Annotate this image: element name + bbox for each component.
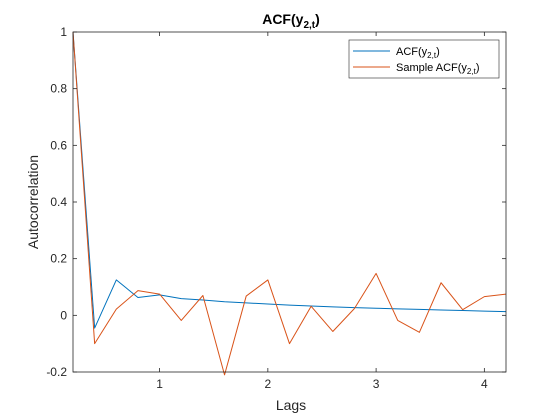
y-axis-label: Autocorrelation	[25, 155, 41, 249]
x-tick-label: 1	[156, 377, 163, 391]
x-axis-label: Lags	[276, 397, 306, 413]
y-tick-label: 0.6	[50, 138, 67, 152]
legend-entry-acf-end: )	[436, 46, 440, 58]
plot-area	[73, 32, 506, 372]
x-tick-label: 2	[265, 377, 272, 391]
x-tick-label: 4	[481, 377, 488, 391]
legend-entry-sample-acf-main: Sample ACF(y	[396, 62, 467, 74]
y-tick-label: -0.2	[46, 365, 67, 379]
y-tick-label: 0	[60, 308, 67, 322]
legend-entry-acf-subscript: 2,t	[427, 51, 437, 60]
chart-title-subscript: 2,t	[303, 20, 315, 31]
legend-entry-sample-acf-end: )	[476, 62, 480, 74]
y-tick-label: 0.4	[50, 195, 67, 209]
labels: ACF(y2,t) Lags Autocorrelation	[25, 11, 320, 413]
series-line-1	[72, 31, 507, 376]
legend-entry-acf: ACF(y2,t)	[396, 46, 440, 60]
legend-box	[348, 39, 500, 79]
chart-title: ACF(y2,t)	[262, 11, 320, 31]
chart-title-end: )	[315, 11, 320, 27]
plot-background	[73, 32, 506, 372]
x-tick-label: 3	[373, 377, 380, 391]
chart-title-main: ACF(y	[262, 11, 303, 27]
legend-entry-sample-acf: Sample ACF(y2,t)	[396, 62, 480, 76]
axes: 1 2 3 4 -0.2 0 0.2 0.4 0.6 0.8 1	[46, 25, 507, 391]
legend-entry-acf-main: ACF(y	[396, 46, 428, 58]
legend: ACF(y2,t) Sample ACF(y2,t)	[348, 39, 500, 79]
y-tick-label: 1	[60, 25, 67, 39]
series-layer	[72, 31, 507, 376]
legend-entry-sample-acf-subscript: 2,t	[467, 67, 477, 76]
y-tick-label: 0.8	[50, 82, 67, 96]
series-line-0	[72, 31, 507, 329]
y-tick-label: 0.2	[50, 252, 67, 266]
